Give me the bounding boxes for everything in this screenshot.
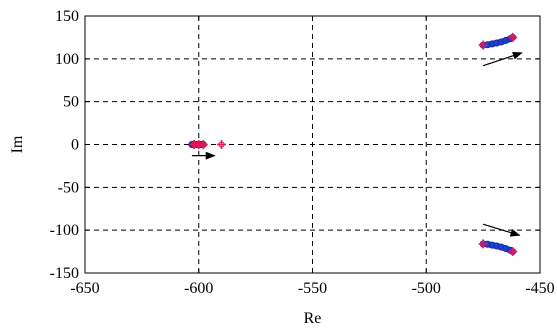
endpoint-marker: [217, 140, 226, 149]
y-tick-label: -150: [50, 265, 79, 282]
x-tick-label: -450: [525, 280, 554, 297]
y-axis-label: Im: [9, 135, 26, 153]
x-tick-label: -500: [412, 280, 441, 297]
x-axis-label: Re: [304, 310, 322, 327]
endpoint-marker-ring: [509, 34, 516, 41]
x-tick-label: -550: [298, 280, 327, 297]
endpoint-marker: [508, 32, 518, 42]
y-tick-label: 100: [55, 51, 79, 68]
endpoint-marker-ring: [480, 42, 487, 49]
direction-arrow: [482, 51, 523, 67]
endpoint-marker-ring: [480, 240, 487, 247]
endpoint-marker: [508, 247, 518, 257]
y-tick-label: 150: [55, 8, 79, 25]
x-tick-label: -600: [184, 280, 213, 297]
plot-frame: [84, 15, 541, 274]
endpoint-marker-ring: [218, 141, 225, 148]
y-tick-label: 0: [71, 137, 79, 154]
y-ticks: -150 -100 -50 0 50 100 150: [50, 8, 540, 282]
endpoint-marker: [478, 40, 488, 50]
y-tick-label: 50: [63, 94, 79, 111]
y-tick-label: -50: [58, 179, 79, 196]
grid-lines: [85, 16, 540, 273]
y-tick-label: -100: [50, 222, 79, 239]
x-ticks: -650 -600 -550 -500 -450: [70, 16, 555, 297]
endpoint-marker: [478, 239, 488, 249]
endpoint-markers: [189, 32, 518, 257]
endpoint-marker-ring: [509, 248, 516, 255]
endpoint-marker-ring: [200, 141, 207, 148]
direction-arrow: [482, 223, 521, 237]
endpoint-marker: [198, 140, 208, 149]
direction-arrows: [191, 51, 523, 237]
x-tick-label: -650: [70, 280, 99, 297]
